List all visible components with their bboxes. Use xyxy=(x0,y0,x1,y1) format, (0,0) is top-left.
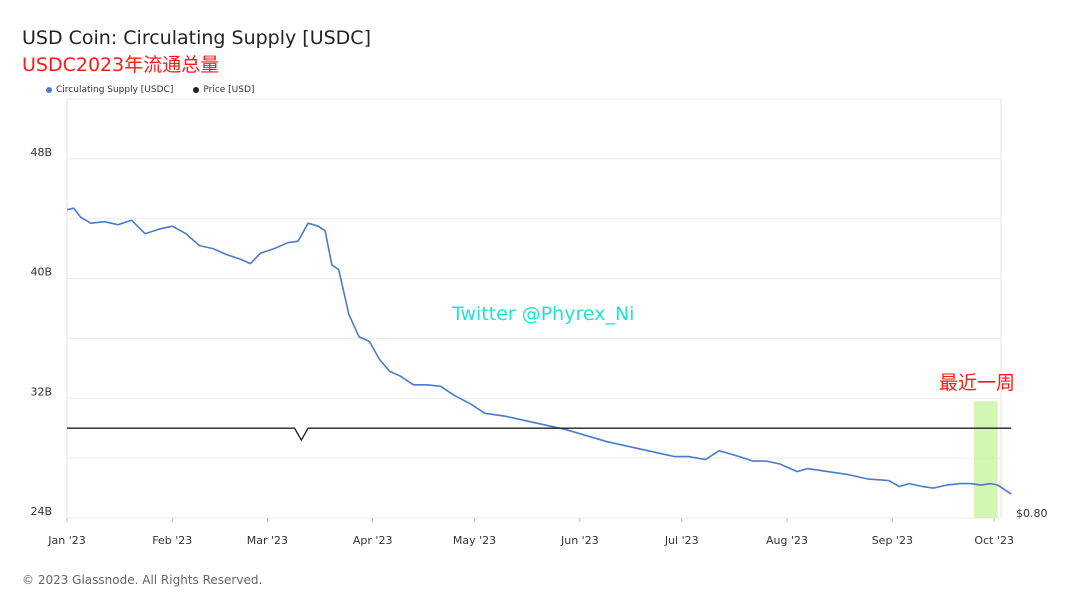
series-line-circulating-supply xyxy=(66,207,1012,495)
x-tick-label: Apr '23 xyxy=(353,534,393,547)
x-tick-label: Oct '23 xyxy=(974,534,1014,547)
x-tick-label: Aug '23 xyxy=(766,534,808,547)
series-line-price xyxy=(67,427,1012,441)
legend-swatch-price xyxy=(193,87,200,93)
legend: Circulating Supply [USDC] Price [USD] xyxy=(46,85,254,95)
y-tick-label: 24B xyxy=(30,505,52,518)
y-tick-label: 40B xyxy=(30,266,52,279)
x-tick-label: May '23 xyxy=(453,534,496,547)
legend-item-supply[interactable]: Circulating Supply [USDC] xyxy=(46,85,173,95)
legend-swatch-supply xyxy=(46,87,52,93)
highlight-annotation: 最近一周 xyxy=(939,372,1016,394)
x-tick-label: Sep '23 xyxy=(872,534,913,547)
x-tick-label: Mar '23 xyxy=(247,534,288,547)
right-axis-label: $0.80 xyxy=(1016,507,1048,520)
highlight-band xyxy=(973,401,998,518)
y-tick-label: 48B xyxy=(30,146,52,159)
x-tick-label: Feb '23 xyxy=(152,534,192,547)
x-tick-label: Jun '23 xyxy=(560,534,599,547)
chart-title: USD Coin: Circulating Supply [USDC] xyxy=(22,27,371,49)
legend-label-price: Price [USD] xyxy=(203,85,255,95)
copyright-footer: © 2023 Glassnode. All Rights Reserved. xyxy=(22,573,263,587)
y-tick-label: 32B xyxy=(30,385,52,398)
watermark-text: Twitter @Phyrex_Ni xyxy=(452,303,635,325)
legend-item-price[interactable]: Price [USD] xyxy=(193,85,254,95)
x-tick-label: Jul '23 xyxy=(664,534,699,547)
legend-label-supply: Circulating Supply [USDC] xyxy=(56,85,174,95)
chart-subtitle: USDC2023年流通总量 xyxy=(22,54,220,76)
x-tick-label: Jan '23 xyxy=(47,534,85,547)
